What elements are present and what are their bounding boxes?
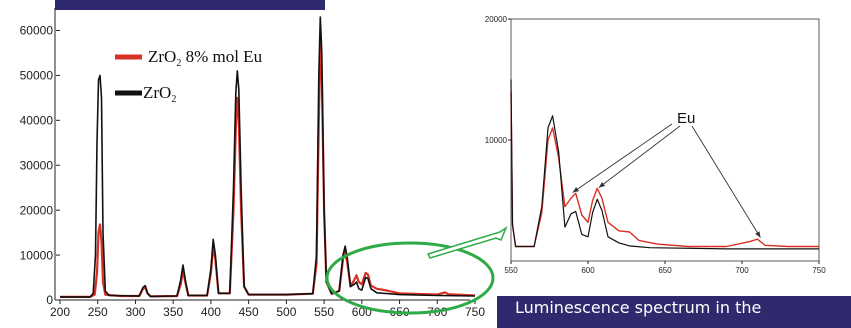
y-tick-label: 60000 [20,24,54,38]
y-tick-label: 0 [46,293,53,307]
main-chart-background [0,0,497,328]
eu-arrow-line [598,125,681,188]
x-tick-label: 500 [276,305,296,319]
inset-series-line-eu [510,91,819,248]
inset-series-line-zro2 [510,79,819,250]
eu-arrows [572,123,761,238]
x-tick-label: 650 [658,266,672,275]
inset-x-ticks: 550 600 650 700 750 [504,261,826,275]
top-band [55,0,325,10]
inset-y-ticks: 10000 20000 [485,15,511,145]
x-tick-label: 450 [239,305,259,319]
main-legend: ZrO2 8% mol Eu ZrO2 [115,47,263,105]
x-tick-label: 300 [125,305,145,319]
y-tick-label: 30000 [20,158,54,172]
x-tick-label: 400 [201,305,221,319]
x-tick-label: 550 [504,266,518,275]
connector-arrow [426,226,508,259]
y-tick-label: 10000 [485,136,508,145]
main-series [60,16,476,298]
eu-arrow-head [598,182,606,188]
inset-series [510,79,819,250]
eu-arrow-head [755,231,761,238]
legend-label-zro2: ZrO2 [143,83,176,105]
y-tick-label: 50000 [20,69,54,83]
main-chart: 200 250 300 350 400 450 500 550 600 650 700 750 010… [20,8,485,319]
highlight-ellipse [325,241,495,315]
inset-chart-background [497,0,851,296]
eu-arrow-line [691,125,761,238]
y-tick-label: 20000 [485,15,508,24]
x-tick-label: 200 [50,305,70,319]
main-series-line-zro2 [60,16,476,298]
x-tick-label: 750 [812,266,826,275]
caption: Luminescence spectrum in the [515,298,762,317]
x-tick-label: 700 [735,266,749,275]
caption-box [497,296,851,328]
eu-arrow-head [572,187,579,193]
main-y-ticks: 0 10000 20000 30000 40000 50000 60000 [20,24,60,307]
y-tick-label: 40000 [20,114,54,128]
y-tick-label: 20000 [20,203,54,217]
inset-chart: 550 600 650 700 750 10000 20000 Eu [485,15,826,275]
x-tick-label: 550 [314,305,334,319]
eu-annotation: Eu [677,110,695,127]
eu-arrow-line [572,123,673,193]
x-tick-label: 600 [581,266,595,275]
x-tick-label: 350 [163,305,183,319]
legend-label-eu: ZrO2 8% mol Eu [148,47,263,69]
x-tick-label: 750 [465,305,485,319]
y-tick-label: 10000 [20,248,54,262]
x-tick-label: 250 [88,305,108,319]
